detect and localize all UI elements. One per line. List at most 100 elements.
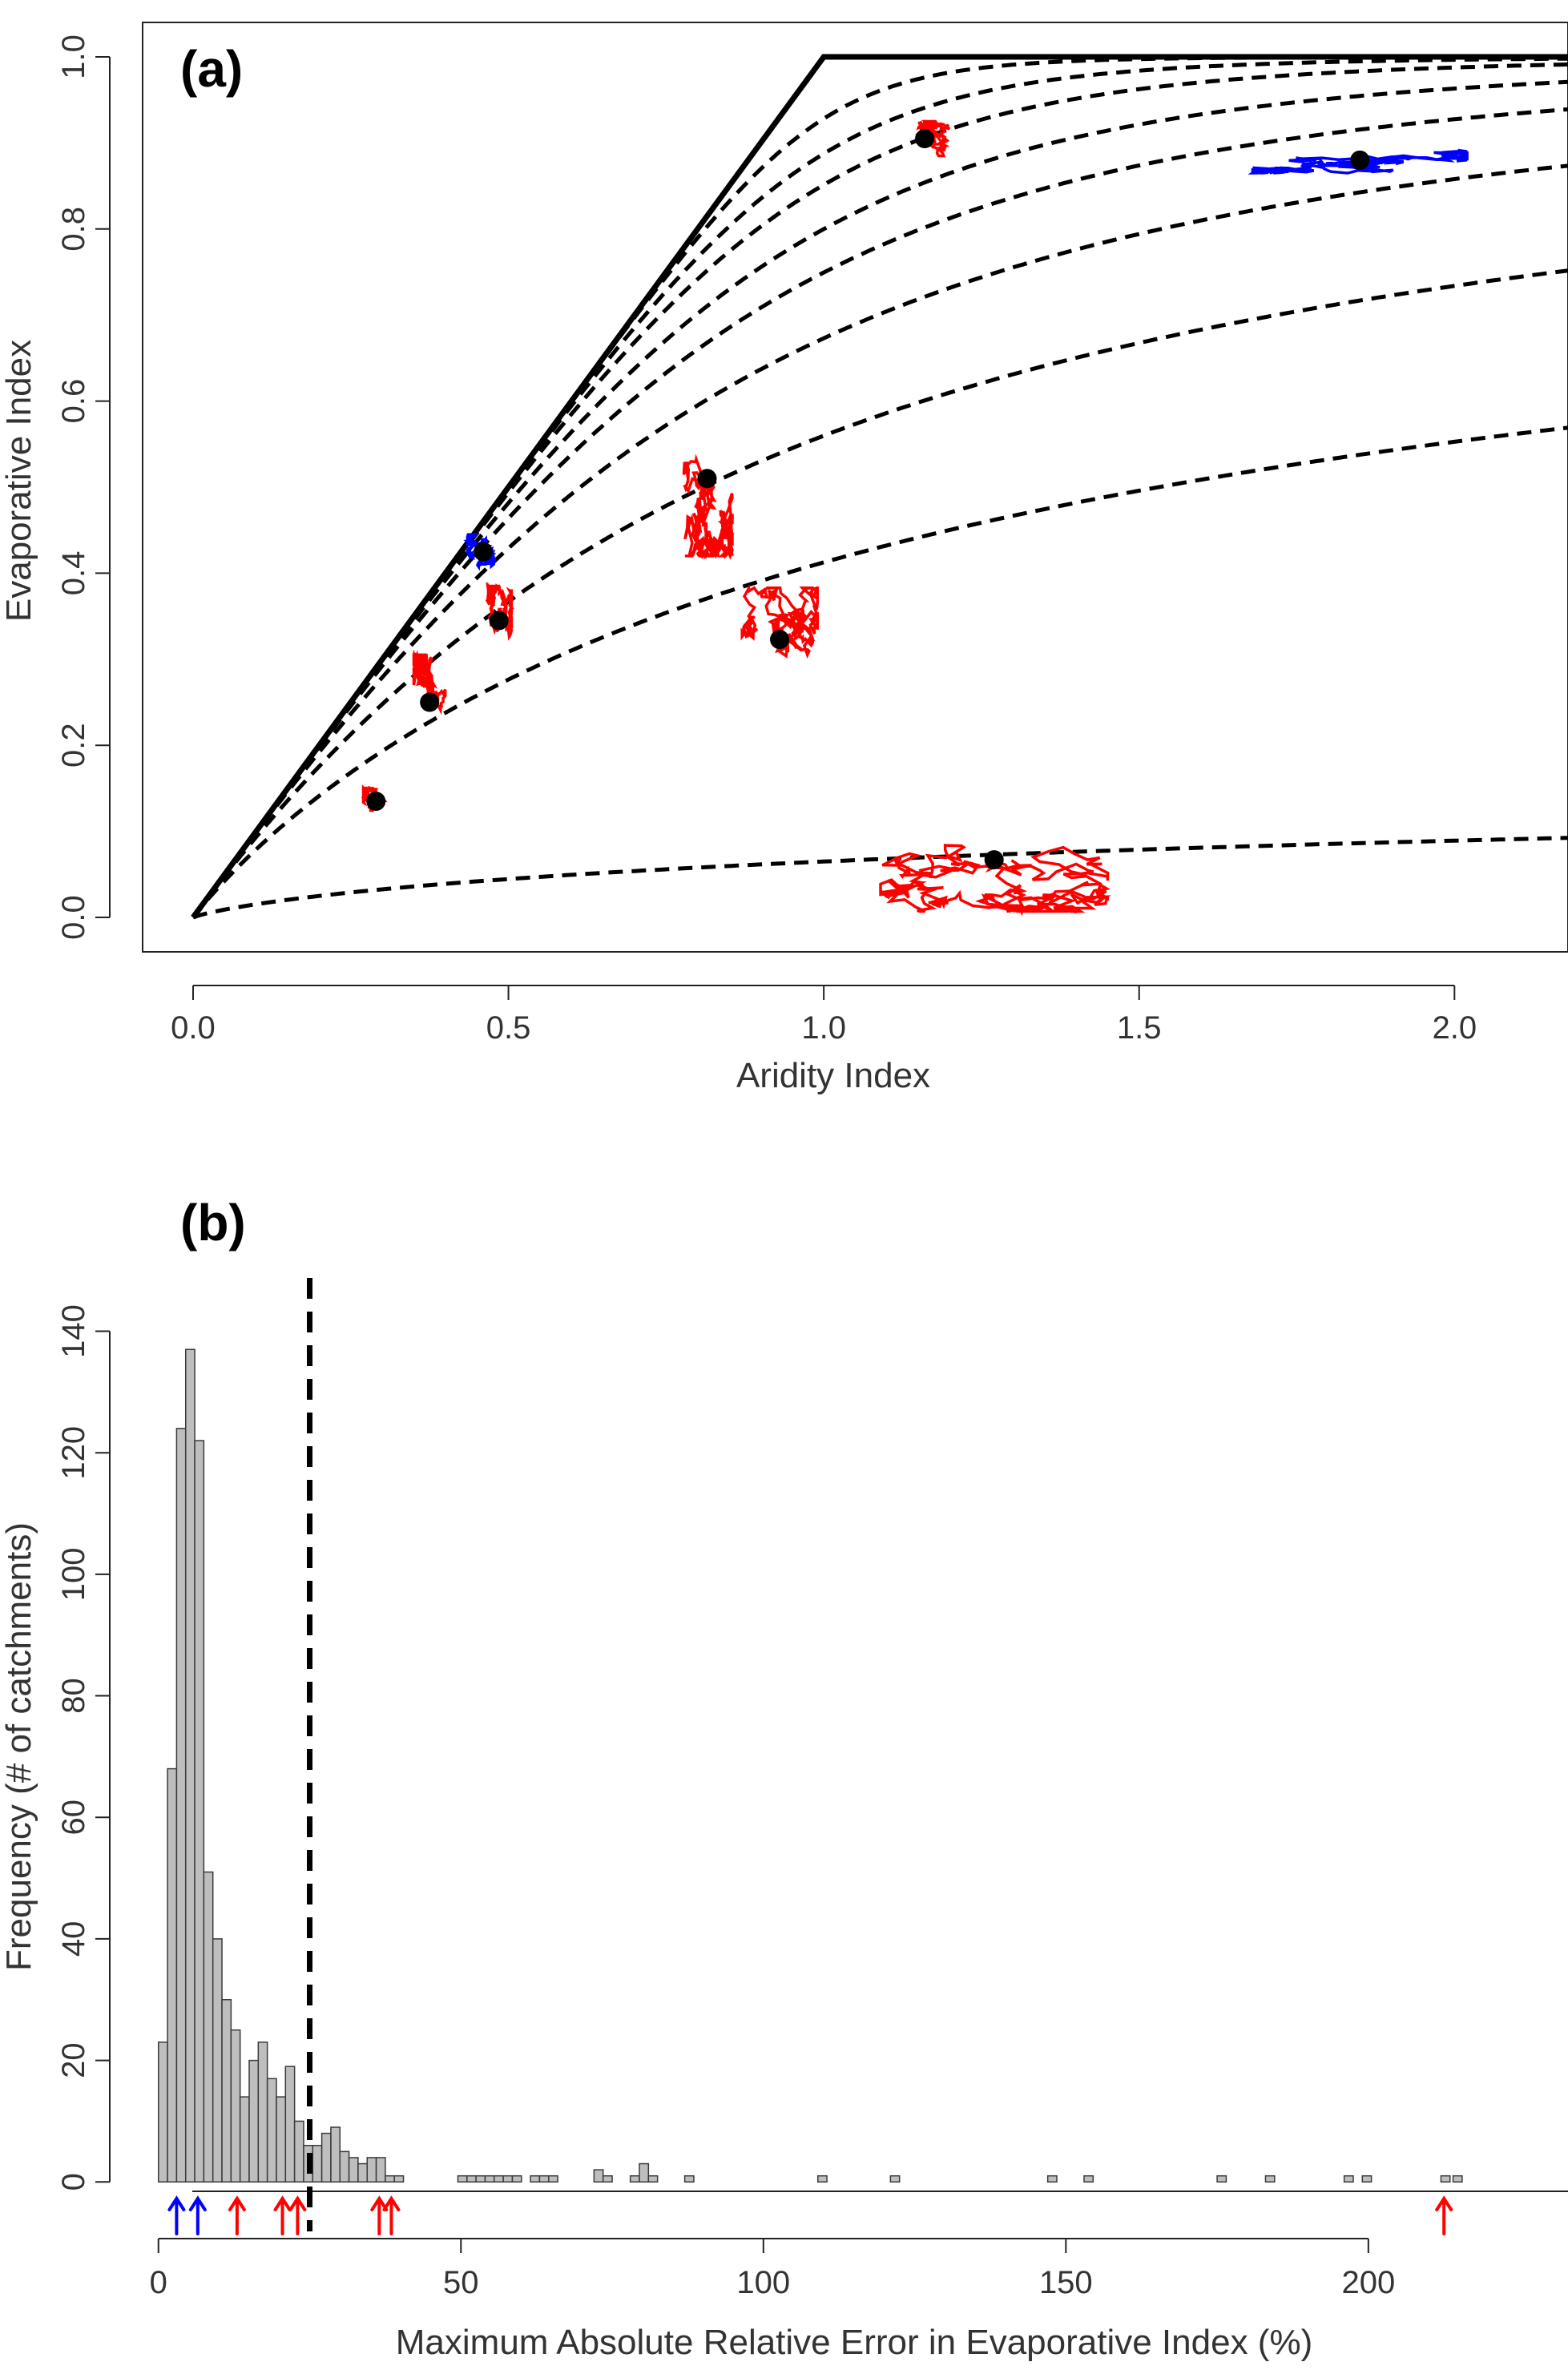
catchment-point [984, 850, 1004, 870]
budyko-curve [191, 62, 1568, 919]
histogram-bar [629, 2174, 640, 2183]
histogram-bar [484, 2174, 495, 2183]
y-tick-label: 0 [56, 2173, 91, 2191]
histogram-bar [1361, 2174, 1373, 2183]
catchment-point [697, 469, 717, 489]
histogram-bar [312, 2145, 323, 2183]
histogram-bar [502, 2174, 514, 2183]
budyko-curve [191, 56, 1568, 919]
y-tick-label: 80 [56, 1678, 91, 1714]
histogram-bar [194, 1440, 205, 2183]
histogram-bar [1083, 2174, 1094, 2183]
panel-a-y-axis: 0.0 0.2 0.4 0.6 0.8 1.0 [56, 34, 111, 940]
budyko-curve [191, 54, 1568, 919]
panel-a-plot-frame [142, 22, 1568, 953]
y-tick-label: 60 [56, 1800, 91, 1836]
y-tick-label: 120 [56, 1426, 91, 1480]
histogram-bar [548, 2174, 558, 2183]
marker-arrow [1435, 2195, 1453, 2235]
y-tick-label: 0.0 [56, 895, 91, 940]
catchment-point [915, 129, 935, 148]
histogram-bar [366, 2157, 377, 2183]
marker-arrow [382, 2195, 401, 2235]
catchment-point [770, 630, 790, 650]
y-tick-label: 0.4 [56, 551, 91, 596]
budyko-curve [192, 836, 1568, 920]
budyko-curve [191, 107, 1568, 919]
histogram-bar [266, 2078, 277, 2183]
histogram-bar [339, 2150, 350, 2183]
histogram-bar [175, 1428, 187, 2183]
histogram-bar [816, 2174, 828, 2183]
histogram-bar [257, 2041, 268, 2183]
catchment-point [366, 792, 386, 812]
histogram-bar [1046, 2174, 1058, 2183]
panel-a-trajectories [361, 119, 1469, 917]
histogram-bar [889, 2174, 901, 2183]
histogram-bar [1264, 2174, 1276, 2183]
catchment-point [1350, 150, 1370, 170]
catchment-trajectory [740, 584, 820, 659]
panel-a-y-axis-label: Evaporative Index [0, 340, 38, 622]
marker-arrow [370, 2195, 389, 2235]
marker-arrow [167, 2195, 186, 2235]
x-tick-label: 2.0 [1433, 1010, 1477, 1046]
histogram-bar [167, 1767, 178, 2183]
y-tick-label: 40 [56, 1921, 91, 1957]
histogram-bar [602, 2174, 613, 2183]
histogram-bar [457, 2174, 468, 2183]
panel-a-label: (a) [180, 40, 243, 98]
panel-b-x-axis-label: Maximum Absolute Relative Error in Evapo… [396, 2323, 1312, 2362]
histogram-bar [212, 1938, 223, 2183]
histogram-bar [593, 2169, 604, 2183]
histogram-bar [330, 2126, 341, 2183]
histogram-bar [230, 2029, 241, 2183]
histogram-bar [320, 2132, 332, 2183]
y-tick-label: 0.8 [56, 207, 91, 252]
catchment-trajectory [412, 649, 447, 715]
x-tick-label: 0.5 [486, 1010, 531, 1046]
histogram-bar [276, 2096, 287, 2183]
budyko-curve [191, 268, 1568, 919]
histogram-bar [203, 1871, 214, 2183]
y-tick-label: 0.6 [56, 379, 91, 424]
histogram-bar [647, 2174, 659, 2183]
panel-b-chart: 0 50 100 150 200 0 20 40 60 80 100 120 140 (b) Maxi… [0, 1194, 1568, 2362]
catchment-point [489, 611, 509, 631]
histogram-bar [683, 2174, 695, 2183]
y-tick-label: 1.0 [56, 34, 91, 79]
panel-b-y-axis: 0 20 40 60 80 100 120 140 [56, 1304, 111, 2191]
x-tick-label: 200 [1341, 2265, 1395, 2300]
catchment-trajectory [1248, 148, 1469, 175]
budyko-curve [191, 163, 1568, 919]
histogram-bar [239, 2096, 250, 2183]
histogram-bar [639, 2162, 650, 2183]
histogram-bar [221, 1999, 232, 2183]
x-tick-label: 0 [150, 2265, 167, 2300]
x-tick-label: 1.0 [801, 1010, 846, 1046]
budyko-curve [191, 425, 1568, 919]
panel-a-x-axis: 0.0 0.5 1.0 1.5 2.0 [171, 985, 1477, 1046]
catchment-trajectory [879, 844, 1111, 917]
histogram-bar [1216, 2174, 1227, 2183]
histogram-bar [538, 2174, 550, 2183]
histogram-bar [248, 2059, 260, 2183]
y-tick-label: 20 [56, 2042, 91, 2078]
x-tick-label: 150 [1039, 2265, 1093, 2300]
histogram-bar [1343, 2174, 1354, 2183]
histogram-bar [348, 2157, 359, 2183]
marker-arrow [188, 2195, 207, 2235]
histogram-bar [357, 2162, 368, 2183]
histogram-bar [466, 2174, 477, 2183]
x-tick-label: 0.0 [171, 1010, 216, 1046]
y-tick-label: 100 [56, 1547, 91, 1601]
panel-b-histogram-bars [158, 1348, 1463, 2183]
histogram-bar [511, 2174, 522, 2183]
panel-a-chart: 0.0 0.5 1.0 1.5 2.0 0.0 0.2 0.4 0.6 0.8 1.0 (a) A… [0, 22, 1568, 1095]
histogram-bar [494, 2174, 504, 2183]
histogram-bar [393, 2174, 405, 2183]
marker-arrow [273, 2195, 292, 2235]
panel-b-label: (b) [180, 1194, 246, 1251]
panel-b-marker-arrows [167, 2195, 1453, 2235]
